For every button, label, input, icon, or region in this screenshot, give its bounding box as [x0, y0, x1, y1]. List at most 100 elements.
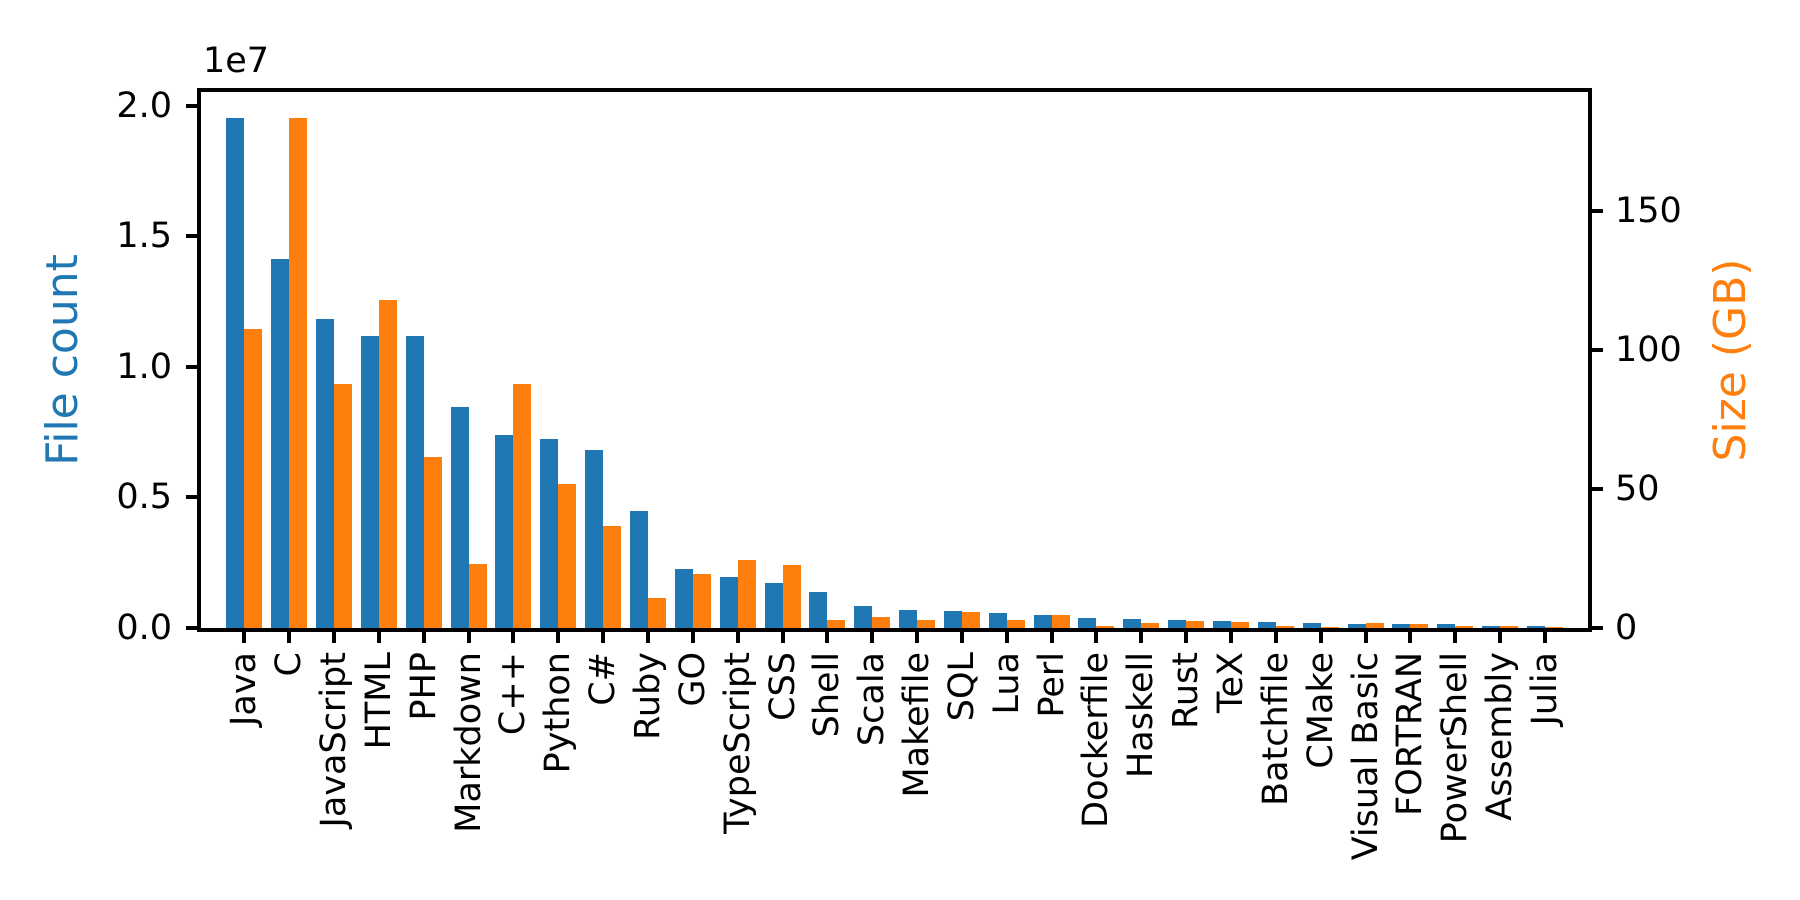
x-label-text-java: Java	[224, 652, 265, 726]
x-label-sql: SQL	[940, 652, 984, 721]
x-label-text-lua: Lua	[986, 652, 1027, 715]
bar-c-size-gb	[603, 525, 622, 628]
x-tick-c	[511, 632, 516, 643]
right-axis-label: Size (GB)	[1705, 258, 1756, 462]
y-axis-offset-text: 1e7	[203, 41, 270, 81]
x-label-shell: Shell	[805, 652, 849, 737]
bar-html-file-count	[360, 336, 379, 628]
bar-ruby-size-gb	[647, 597, 666, 628]
bar-go-size-gb	[692, 574, 711, 628]
x-label-text-fortran: FORTRAN	[1390, 652, 1431, 816]
x-tick-batchfile	[1273, 632, 1278, 643]
x-tick-lua	[1004, 632, 1009, 643]
y-tick-left-2.0	[186, 103, 197, 108]
bar-python-file-count	[540, 439, 559, 628]
x-label-batchfile: Batchfile	[1254, 652, 1298, 806]
x-tick-dockerfile	[1094, 632, 1099, 643]
bar-shell-file-count	[809, 591, 828, 628]
bar-c-file-count	[585, 450, 604, 628]
bar-javascript-size-gb	[334, 384, 352, 628]
right-axis-label-text: Size (GB)	[1705, 258, 1756, 462]
y-tick-label-left-2.0: 2.0	[116, 85, 172, 126]
x-tick-css	[780, 632, 785, 643]
x-tick-visual-basic	[1363, 632, 1368, 643]
x-label-tex: TeX	[1209, 652, 1253, 713]
x-label-text-c: C++	[493, 652, 534, 736]
bar-powershell-file-count	[1437, 624, 1456, 628]
x-tick-scala	[870, 632, 875, 643]
x-label-text-scala: Scala	[852, 652, 893, 747]
x-label-text-assembly: Assembly	[1480, 652, 1521, 821]
x-tick-ruby	[645, 632, 650, 643]
bar-julia-file-count	[1526, 626, 1545, 628]
x-label-text-ruby: Ruby	[627, 652, 668, 740]
bar-rust-size-gb	[1186, 620, 1205, 628]
bar-java-file-count	[226, 117, 245, 628]
x-tick-markdown	[466, 632, 471, 643]
x-label-c: C++	[491, 652, 535, 735]
x-label-fortran: FORTRAN	[1388, 652, 1432, 816]
y-tick-label-left-0.5: 0.5	[116, 477, 172, 518]
x-label-rust: Rust	[1164, 652, 1208, 729]
x-tick-shell	[825, 632, 830, 643]
x-label-javascript: JavaScript	[312, 652, 356, 827]
bar-php-file-count	[405, 336, 424, 628]
x-tick-c	[601, 632, 606, 643]
bar-c-file-count	[271, 258, 290, 628]
y-tick-left-0.0	[186, 626, 197, 630]
x-label-visual-basic: Visual Basic	[1344, 652, 1388, 860]
bar-scala-size-gb	[872, 617, 891, 628]
x-label-lua: Lua	[985, 652, 1029, 715]
bar-css-size-gb	[782, 565, 801, 628]
bar-haskell-file-count	[1123, 619, 1142, 628]
bar-java-size-gb	[244, 328, 263, 628]
y-tick-label-right-100: 100	[1615, 330, 1682, 371]
y-tick-label-right-50: 50	[1615, 469, 1660, 510]
x-label-text-visual-basic: Visual Basic	[1345, 652, 1386, 861]
x-tick-php	[421, 632, 426, 643]
bar-python-size-gb	[558, 483, 577, 628]
bar-makefile-file-count	[899, 610, 918, 628]
x-label-text-batchfile: Batchfile	[1255, 652, 1296, 806]
bar-visual-basic-file-count	[1347, 623, 1366, 628]
bar-haskell-size-gb	[1141, 622, 1160, 628]
x-label-text-sql: SQL	[941, 652, 982, 722]
y-tick-left-1.0	[186, 364, 197, 369]
bar-tex-size-gb	[1231, 622, 1249, 628]
x-label-php: PHP	[402, 652, 446, 721]
x-tick-c	[287, 632, 292, 643]
bar-c-file-count	[495, 435, 514, 628]
bar-typescript-file-count	[719, 577, 738, 628]
bar-powershell-size-gb	[1455, 626, 1474, 628]
x-tick-cmake	[1318, 632, 1323, 643]
x-label-assembly: Assembly	[1478, 652, 1522, 821]
bar-ruby-file-count	[629, 511, 648, 628]
x-label-scala: Scala	[850, 652, 894, 746]
x-tick-sql	[959, 632, 964, 643]
bar-lua-file-count	[988, 612, 1007, 628]
x-label-python: Python	[536, 652, 580, 773]
bar-markdown-file-count	[450, 406, 469, 628]
x-label-text-markdown: Markdown	[448, 652, 489, 833]
x-tick-haskell	[1139, 632, 1144, 643]
bar-cmake-file-count	[1302, 623, 1321, 628]
x-label-text-css: CSS	[762, 652, 803, 721]
bar-c-size-gb	[289, 117, 308, 628]
x-label-text-rust: Rust	[1166, 652, 1207, 729]
y-tick-label-right-150: 150	[1615, 191, 1682, 232]
bar-rust-file-count	[1168, 619, 1187, 628]
x-label-julia: Julia	[1523, 652, 1567, 725]
bar-perl-size-gb	[1051, 614, 1070, 628]
y-tick-label-right-0: 0	[1615, 608, 1638, 648]
x-label-text-dockerfile: Dockerfile	[1076, 652, 1117, 828]
y-tick-right-150	[1592, 209, 1603, 214]
bar-visual-basic-size-gb	[1365, 622, 1384, 628]
bar-assembly-file-count	[1482, 625, 1501, 628]
x-label-text-html: HTML	[358, 652, 399, 750]
bar-cmake-size-gb	[1320, 626, 1339, 628]
x-label-text-php: PHP	[403, 652, 444, 721]
x-label-powershell: PowerShell	[1433, 652, 1477, 843]
x-tick-assembly	[1498, 632, 1503, 643]
x-label-c: C#	[581, 652, 625, 706]
